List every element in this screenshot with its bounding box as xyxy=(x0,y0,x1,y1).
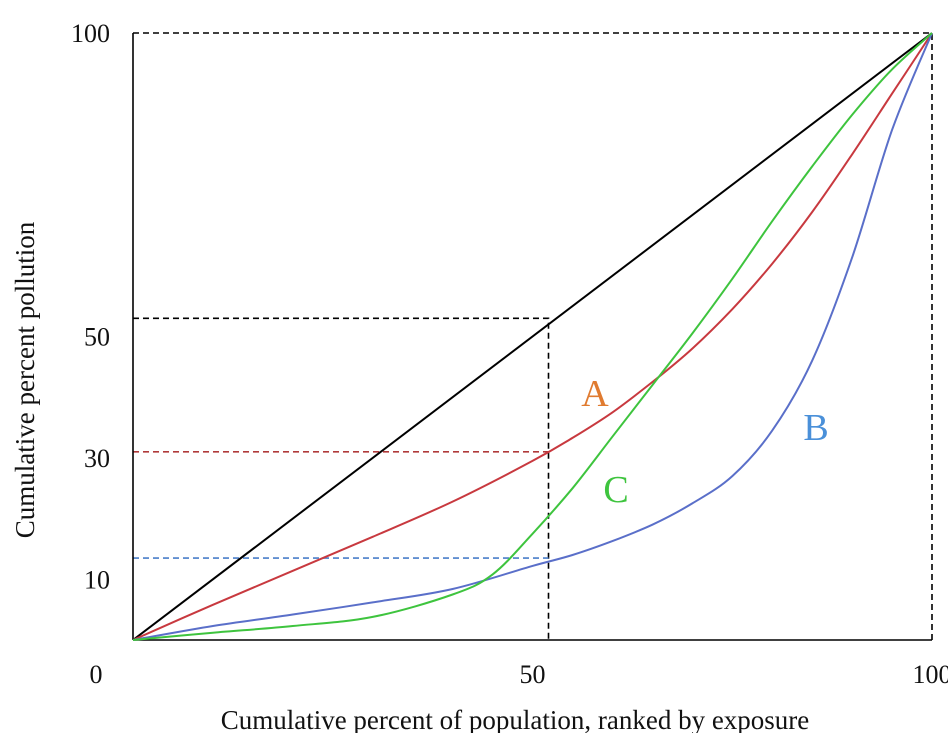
y-axis-label: Cumulative percent pollution xyxy=(10,221,40,538)
y-tick-label: 30 xyxy=(84,444,110,473)
tick-labels: 0 50 100 10 30 50 100 xyxy=(71,19,948,689)
curve-c xyxy=(132,32,933,641)
y-tick-label: 10 xyxy=(84,565,110,594)
curve-b xyxy=(132,32,933,641)
axes xyxy=(132,33,932,641)
x-axis-label: Cumulative percent of population, ranked… xyxy=(221,705,810,733)
x-tick-label: 100 xyxy=(913,660,948,689)
reference-line-1 xyxy=(133,317,550,640)
x-tick-label: 0 xyxy=(90,660,103,689)
y-tick-label: 100 xyxy=(71,19,110,48)
reference-lines xyxy=(133,32,933,640)
curve-label-a: A xyxy=(581,373,609,415)
reference-line-0 xyxy=(133,32,933,640)
curve-label-c: C xyxy=(603,469,628,511)
curves xyxy=(132,32,933,641)
curve-a xyxy=(132,32,933,641)
y-tick-label: 50 xyxy=(84,323,110,352)
curve-label-b: B xyxy=(803,407,828,449)
x-tick-label: 50 xyxy=(520,660,546,689)
equality-line xyxy=(132,32,933,641)
